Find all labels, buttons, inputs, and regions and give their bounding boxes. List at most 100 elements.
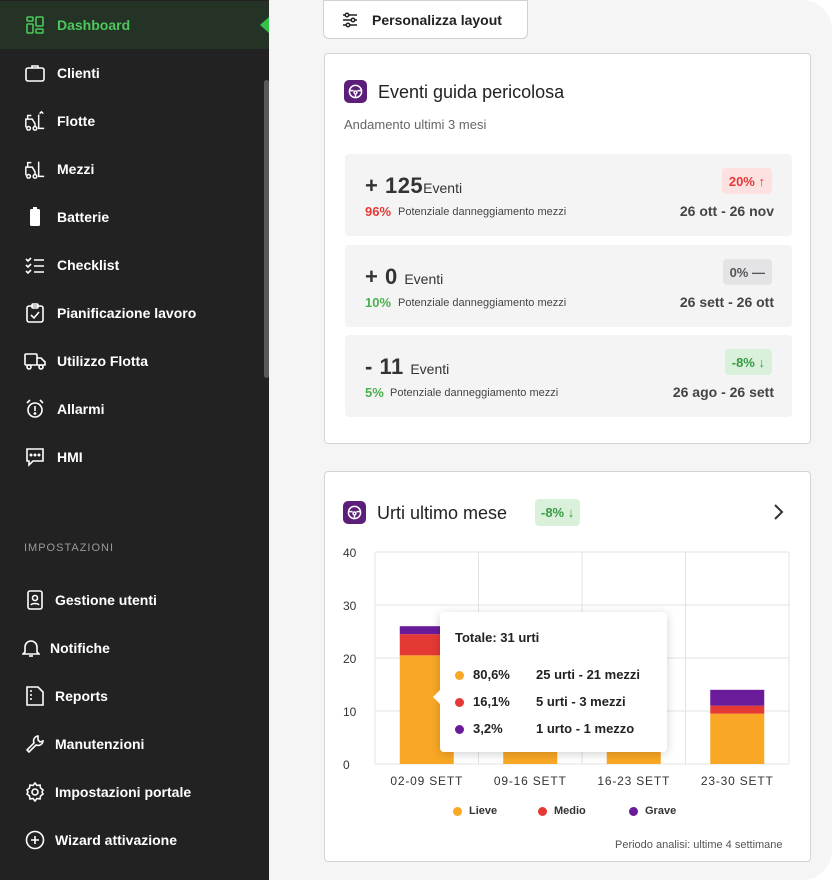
x-tick-label: 09-16 SETT xyxy=(494,774,567,788)
bell-icon xyxy=(20,637,42,659)
legend-dot xyxy=(455,725,464,734)
legend-item-medio[interactable]: Medio xyxy=(538,805,586,817)
x-tick-label: 23-30 SETT xyxy=(701,774,774,788)
sidebar-item-reports[interactable]: Reports xyxy=(0,672,269,720)
battery-icon xyxy=(24,206,46,228)
trend-badge: -8% ↓ xyxy=(535,499,581,526)
damage-label: Potenziale danneggiamento mezzi xyxy=(398,297,567,309)
briefcase-icon xyxy=(24,62,46,84)
sidebar-scrollbar[interactable] xyxy=(264,80,269,378)
sidebar-item-label: Batterie xyxy=(57,209,110,225)
legend-dot xyxy=(455,698,464,707)
sidebar-item-impostazioni-portale[interactable]: Impostazioni portale xyxy=(0,768,269,816)
sidebar-item-label: Utilizzo Flotta xyxy=(57,353,148,369)
user-badge-icon xyxy=(24,589,46,611)
legend-item-grave[interactable]: Grave xyxy=(629,805,676,817)
damage-percent: 10% xyxy=(365,295,392,310)
sidebar-item-label: Checklist xyxy=(57,257,120,273)
dangerous-driving-card: Eventi guida pericolosa Andamento ultimi… xyxy=(324,53,811,444)
report-icon xyxy=(24,685,46,707)
y-tick-label: 40 xyxy=(343,546,357,560)
arrow-up-icon: ↑ xyxy=(758,173,766,189)
sidebar-item-clienti[interactable]: Clienti xyxy=(0,49,269,97)
sidebar-item-pianificazione[interactable]: Pianificazione lavoro xyxy=(0,289,269,337)
sidebar-item-notifiche[interactable]: Notifiche xyxy=(0,624,269,672)
sidebar-item-label: Manutenzioni xyxy=(55,736,145,752)
event-row[interactable]: - 11 Eventi 5% Potenziale danneggiamento… xyxy=(345,335,792,417)
event-count: + 0 Eventi xyxy=(365,264,444,289)
y-tick-label: 20 xyxy=(343,652,357,666)
sidebar-item-label: Reports xyxy=(55,688,108,704)
chart-tooltip: Totale: 31 urti 80,6% 25 urti - 21 mezzi… xyxy=(433,612,667,752)
checklist-icon xyxy=(24,254,46,276)
sidebar-item-label: Gestione utenti xyxy=(55,592,157,608)
sidebar-item-utilizzo-flotta[interactable]: Utilizzo Flotta xyxy=(0,337,269,385)
sidebar-item-label: Pianificazione lavoro xyxy=(57,305,197,321)
sidebar-item-batterie[interactable]: Batterie xyxy=(0,193,269,241)
wrench-icon xyxy=(24,733,46,755)
event-row[interactable]: + 0 Eventi 10% Potenziale danneggiamento… xyxy=(345,245,792,327)
message-icon xyxy=(24,446,46,468)
arrow-down-icon: ↓ xyxy=(758,354,766,370)
analysis-period-note: Periodo analisi: ultime 4 settimane xyxy=(615,839,783,851)
active-indicator xyxy=(260,17,269,33)
legend-dot xyxy=(455,671,464,680)
customize-layout-button[interactable]: Personalizza layout xyxy=(323,0,528,39)
gear-icon xyxy=(24,781,46,803)
sidebar: Dashboard Clienti Flotte Mezzi Ba xyxy=(0,0,269,880)
arrow-down-icon: ↓ xyxy=(567,505,575,520)
damage-percent: 96% xyxy=(365,204,392,219)
sidebar-item-gestione-utenti[interactable]: Gestione utenti xyxy=(0,576,269,624)
bar-segment-grave xyxy=(710,689,765,706)
x-tick-label: 02-09 SETT xyxy=(390,774,463,788)
y-tick-label: 10 xyxy=(343,705,357,719)
bar-segment-lieve xyxy=(710,713,765,764)
sidebar-item-label: Notifiche xyxy=(50,640,110,656)
date-range: 26 sett - 26 ott xyxy=(679,294,774,310)
customize-layout-label: Personalizza layout xyxy=(372,12,502,28)
dashboard-grid-icon xyxy=(24,14,46,36)
date-range: 26 ago - 26 sett xyxy=(672,384,774,400)
damage-percent: 5% xyxy=(365,385,384,400)
sidebar-item-label: Dashboard xyxy=(57,17,131,33)
steering-wheel-icon xyxy=(343,501,366,524)
chevron-right-icon[interactable] xyxy=(772,503,784,521)
trend-badge: 0% — xyxy=(722,259,772,285)
forklift-icon xyxy=(24,158,46,180)
trend-badge: -8% ↓ xyxy=(724,349,772,375)
card-subtitle: Andamento ultimi 3 mesi xyxy=(344,117,487,132)
clipboard-check-icon xyxy=(24,302,46,324)
date-range: 26 ott - 26 nov xyxy=(679,203,774,219)
sidebar-item-dashboard[interactable]: Dashboard xyxy=(0,1,269,49)
sidebar-item-checklist[interactable]: Checklist xyxy=(0,241,269,289)
truck-icon xyxy=(24,350,46,372)
sidebar-item-flotte[interactable]: Flotte xyxy=(0,97,269,145)
event-count: + 125Eventi xyxy=(365,173,463,198)
event-row[interactable]: + 125Eventi 96% Potenziale danneggiament… xyxy=(345,154,792,236)
sidebar-item-wizard[interactable]: Wizard attivazione xyxy=(0,816,269,864)
sidebar-item-label: Allarmi xyxy=(57,401,105,417)
sidebar-item-manutenzioni[interactable]: Manutenzioni xyxy=(0,720,269,768)
alarm-clock-icon xyxy=(24,398,46,420)
steering-wheel-icon xyxy=(344,80,367,103)
sidebar-item-label: Flotte xyxy=(57,113,96,129)
y-tick-label: 0 xyxy=(343,758,350,772)
x-tick-label: 16-23 SETT xyxy=(597,774,670,788)
sidebar-item-label: Wizard attivazione xyxy=(55,832,178,848)
event-count: - 11 Eventi xyxy=(365,354,450,379)
damage-label: Potenziale danneggiamento mezzi xyxy=(398,206,567,218)
sidebar-item-label: Clienti xyxy=(57,65,100,81)
sidebar-item-allarmi[interactable]: Allarmi xyxy=(0,385,269,433)
sidebar-item-mezzi[interactable]: Mezzi xyxy=(0,145,269,193)
y-tick-label: 30 xyxy=(343,599,357,613)
card-title: Urti ultimo mese xyxy=(377,503,508,523)
legend-item-lieve[interactable]: Lieve xyxy=(453,805,497,817)
plus-circle-icon xyxy=(24,829,46,851)
bar-segment-medio xyxy=(710,705,765,714)
tooltip-arrow xyxy=(433,690,440,704)
sliders-icon xyxy=(342,12,358,28)
sidebar-item-hmi[interactable]: HMI xyxy=(0,433,269,481)
bar-segment-grave xyxy=(399,626,454,635)
